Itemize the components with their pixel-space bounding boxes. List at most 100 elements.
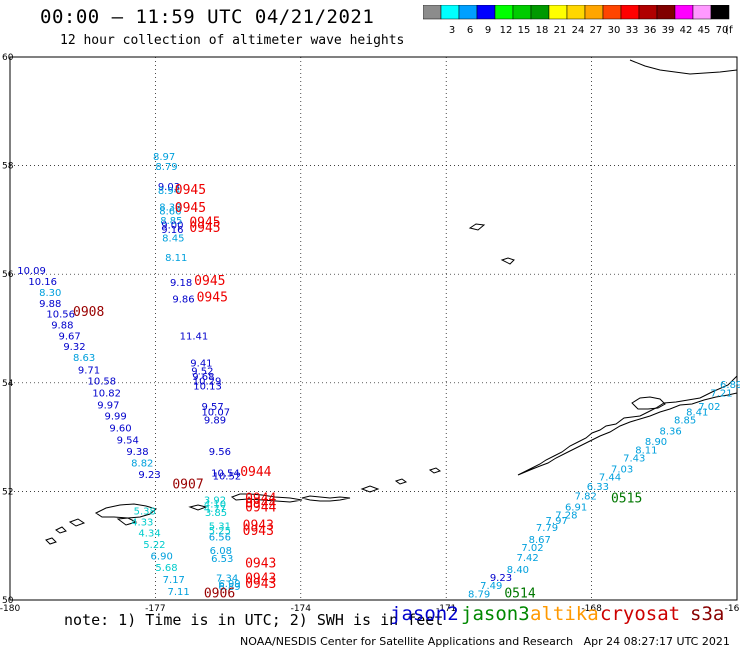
lon-tick-label: -168: [581, 604, 602, 614]
swh-value: 6.53: [211, 554, 233, 565]
pass-time: 0943: [245, 577, 276, 592]
lat-tick-label: 56: [2, 270, 14, 280]
swh-value: 9.16: [161, 225, 183, 236]
aleutian-chain-east-coast: [301, 495, 351, 502]
legend-label: 24: [572, 25, 585, 36]
pass-time: 0514: [504, 586, 535, 601]
pass-time: 0908: [73, 305, 104, 320]
legend-label: 42: [680, 25, 693, 36]
swh-value: 3.92: [204, 495, 226, 506]
swh-value: 7.17: [163, 575, 185, 586]
lat-tick-label: 54: [2, 379, 14, 389]
swh-value: 9.23: [490, 573, 512, 584]
swh-value: 3.85: [205, 508, 227, 519]
alaska-mainland-coast: [629, 59, 738, 75]
swh-value: 7.02: [698, 402, 720, 413]
swh-value: 4.10: [204, 500, 226, 511]
legend-label: 70: [716, 25, 729, 36]
pass-time: 0945: [194, 274, 225, 289]
swh-value: 9.99: [105, 412, 127, 423]
swh-value: 9.23: [138, 470, 160, 481]
mission-jason3: jason3: [461, 603, 530, 625]
swh-value: 9.54: [117, 436, 139, 447]
swh-value: 7.43: [623, 454, 645, 465]
aleutian-chain-west-coast: [95, 503, 158, 519]
legend-swatch: [710, 5, 730, 20]
mission-altika: altika: [530, 603, 599, 625]
page-title: 00:00 – 11:59 UTC 04/21/2021: [40, 6, 375, 28]
aleutian-chain-mid-coast: [230, 493, 303, 503]
swh-value: 7.21: [710, 388, 732, 399]
legend-label: 9: [485, 25, 491, 36]
pass-time-labels: 0945094509450945094509450908094409070944…: [73, 183, 642, 601]
pass-time: 0945: [175, 201, 206, 216]
swh-value: 9.86: [172, 294, 194, 305]
aleutian-island-coast-5: [68, 518, 86, 527]
pribilof-island-coast: [468, 223, 486, 231]
pass-time: 0943: [245, 556, 276, 571]
aleutian-island-coast-4: [116, 517, 138, 526]
pass-time: 0943: [243, 518, 274, 533]
swh-value: 7.44: [599, 473, 621, 484]
swh-value: 9.88: [39, 299, 61, 310]
map-frame: [9, 56, 738, 601]
aleutian-islet-coast-3: [428, 467, 442, 474]
swh-value: 6.56: [209, 532, 231, 543]
swh-value: 9.56: [209, 447, 231, 458]
swh-value: 9.60: [109, 424, 131, 435]
legend-label: 45: [698, 25, 711, 36]
swh-value: 9.41: [190, 359, 212, 370]
alaska-peninsula-coast: [517, 375, 738, 476]
legend-label: 27: [590, 25, 603, 36]
pass-time: 0943: [245, 572, 276, 587]
lat-tick-label: 50: [2, 596, 14, 606]
swh-value: 8.82: [131, 458, 153, 469]
swh-value: 8.38: [159, 203, 181, 214]
swh-value: 11.41: [180, 331, 209, 342]
legend-label: 39: [662, 25, 675, 36]
swh-value: 9.57: [201, 402, 223, 413]
lon-tick-label: -174: [291, 604, 312, 614]
swh-value: 8.41: [686, 407, 708, 418]
legend-label: 36: [644, 25, 657, 36]
mission-s3a: s3a: [690, 603, 725, 625]
swh-value: 8.90: [645, 437, 667, 448]
swh-value: 8.85: [674, 416, 696, 427]
swh-value: 4.34: [138, 528, 160, 539]
lat-tick-label: 60: [2, 53, 14, 63]
swh-value: 8.79: [155, 162, 177, 173]
swh-value: 10.56: [46, 310, 75, 321]
legend-label: 15: [518, 25, 531, 36]
swh-value: 7.34: [216, 574, 238, 585]
swh-value: 4.33: [131, 518, 153, 529]
footer-credit: NOAA/NESDIS Center for Satellite Applica…: [240, 635, 730, 648]
page-subtitle: 12 hour collection of altimeter wave hei…: [60, 33, 405, 48]
aleutian-islet-coast-2: [394, 478, 408, 485]
swh-value: 9.38: [126, 447, 148, 458]
swh-value: 9.18: [170, 278, 192, 289]
swh-value: 9.52: [191, 367, 213, 378]
swh-value: 6.89: [218, 582, 240, 593]
pass-time: 0945: [175, 183, 206, 198]
swh-value: 10.52: [213, 471, 242, 482]
aleutian-island-coast-8: [188, 504, 208, 511]
swh-value: 9.89: [204, 416, 226, 427]
swh-value: 5.38: [134, 507, 156, 518]
legend-label: 18: [536, 25, 549, 36]
swh-value: 9.68: [192, 372, 214, 383]
legend-label: 12: [500, 25, 513, 36]
swh-value: 7.79: [536, 523, 558, 534]
swh-value: 7.97: [546, 516, 568, 527]
pass-time: 0945: [189, 221, 220, 236]
pass-time: 0907: [172, 478, 203, 493]
pass-time: 0943: [243, 524, 274, 539]
lon-tick-label: -180: [0, 604, 20, 614]
swh-value: 7.02: [521, 543, 543, 554]
swh-value: 7.49: [480, 581, 502, 592]
swh-value: 5.31: [209, 521, 231, 532]
swh-value: 8.11: [635, 445, 657, 456]
pass-time: 0945: [197, 290, 228, 305]
pass-time: 0944: [245, 491, 276, 506]
swh-value: 9.88: [51, 321, 73, 332]
swh-value: 8.11: [165, 253, 187, 264]
